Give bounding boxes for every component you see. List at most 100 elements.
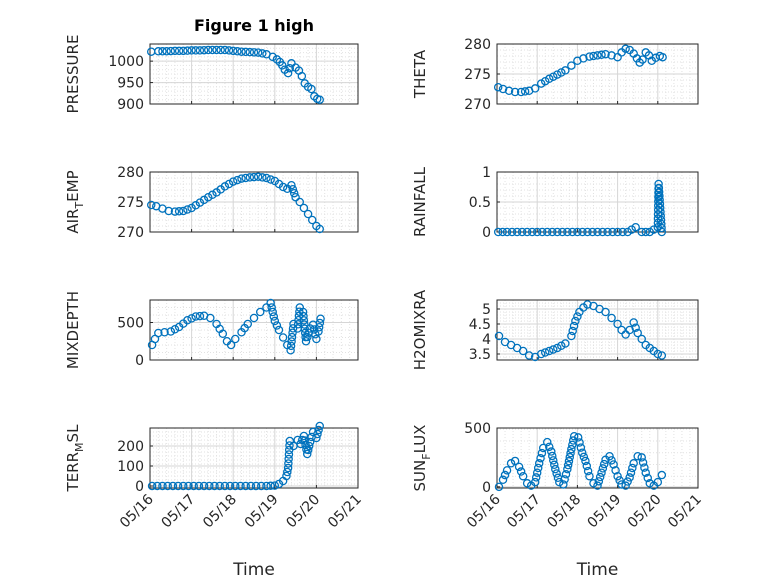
- data-point: [287, 332, 297, 342]
- data-point: [658, 52, 667, 62]
- data-point: [278, 333, 288, 342]
- y-tick-label: 0: [482, 480, 491, 496]
- data-point: [657, 351, 667, 360]
- data-point: [153, 481, 162, 491]
- y-tick-label: 5: [482, 302, 491, 318]
- data-point: [512, 227, 522, 237]
- data-point: [218, 329, 228, 338]
- data-point: [228, 46, 238, 56]
- data-point: [608, 227, 617, 237]
- data-point: [621, 44, 630, 54]
- y-tick-label: 275: [464, 67, 491, 83]
- data-point: [170, 207, 180, 216]
- data-point: [293, 320, 303, 329]
- data-point: [272, 321, 282, 330]
- data-point: [191, 46, 201, 55]
- data-point: [571, 316, 580, 326]
- data-point: [654, 187, 664, 197]
- data-point: [268, 307, 277, 317]
- chart-title: Figure 1 high: [194, 16, 314, 35]
- data-point: [164, 206, 173, 216]
- data-point: [299, 316, 309, 325]
- data-point: [245, 173, 255, 182]
- data-point: [220, 481, 230, 491]
- data-point: [179, 46, 188, 56]
- data-point: [598, 227, 607, 237]
- x-tick-label: 05/17: [504, 492, 544, 532]
- data-point: [576, 443, 586, 452]
- data-point: [578, 227, 587, 237]
- y-axis-label: H2OMIXRA: [411, 289, 429, 370]
- data-point: [518, 346, 528, 356]
- data-point: [545, 346, 554, 356]
- data-point: [162, 47, 171, 56]
- data-point: [633, 328, 642, 338]
- data-point: [224, 46, 234, 55]
- data-point: [597, 50, 606, 60]
- x-tick-label: 05/17: [159, 492, 199, 532]
- data-point: [314, 327, 323, 336]
- data-point: [291, 192, 300, 202]
- data-point: [284, 454, 293, 464]
- data-point: [605, 451, 614, 461]
- data-point: [543, 227, 552, 237]
- data-point: [502, 227, 512, 237]
- data-point: [303, 445, 313, 455]
- data-point: [216, 45, 225, 55]
- data-point: [589, 51, 598, 61]
- data-point: [613, 227, 622, 237]
- data-point: [284, 450, 294, 459]
- data-point: [655, 191, 664, 201]
- data-point: [187, 203, 196, 213]
- y-axis-label: RAINFALL: [411, 166, 429, 237]
- data-point: [300, 328, 310, 338]
- data-point: [494, 482, 504, 492]
- x-axis-label: Time: [232, 560, 275, 580]
- data-point: [194, 481, 204, 491]
- data-point: [532, 468, 542, 477]
- data-point: [493, 227, 503, 237]
- data-point: [286, 341, 296, 351]
- data-point: [255, 307, 265, 317]
- data-point: [575, 438, 584, 447]
- data-point: [158, 481, 167, 491]
- data-point: [549, 345, 558, 354]
- y-tick-label: 500: [117, 316, 144, 332]
- data-point: [568, 227, 577, 237]
- data-point: [621, 481, 630, 490]
- x-tick-label: 05/19: [585, 492, 625, 532]
- data-point: [545, 74, 554, 84]
- data-point: [615, 476, 624, 485]
- data-point: [561, 339, 570, 348]
- y-tick-label: 100: [117, 459, 144, 475]
- data-point: [656, 211, 665, 221]
- data-point: [549, 456, 558, 465]
- data-point: [278, 61, 287, 70]
- data-point: [302, 449, 312, 459]
- data-point: [189, 481, 198, 491]
- data-point: [154, 328, 163, 338]
- data-point: [626, 468, 636, 477]
- data-point: [558, 227, 567, 237]
- data-point: [278, 182, 288, 192]
- data-point: [245, 47, 255, 57]
- subplot-2: 270 275 280 THETA: [411, 37, 699, 113]
- data-point: [315, 95, 324, 104]
- data-point: [215, 481, 224, 491]
- y-tick-label: 4: [482, 332, 491, 348]
- data-point: [253, 172, 263, 182]
- y-tick-label: 280: [464, 37, 491, 53]
- data-point: [288, 184, 298, 194]
- data-point: [208, 190, 217, 200]
- data-point: [266, 298, 275, 308]
- data-point: [500, 470, 510, 480]
- y-tick-label: 200: [117, 439, 144, 455]
- data-point: [524, 351, 534, 360]
- data-point: [301, 336, 311, 346]
- data-point: [641, 468, 650, 477]
- data-point: [187, 314, 196, 323]
- data-point: [195, 46, 205, 55]
- data-point: [315, 224, 324, 234]
- data-point: [498, 475, 508, 485]
